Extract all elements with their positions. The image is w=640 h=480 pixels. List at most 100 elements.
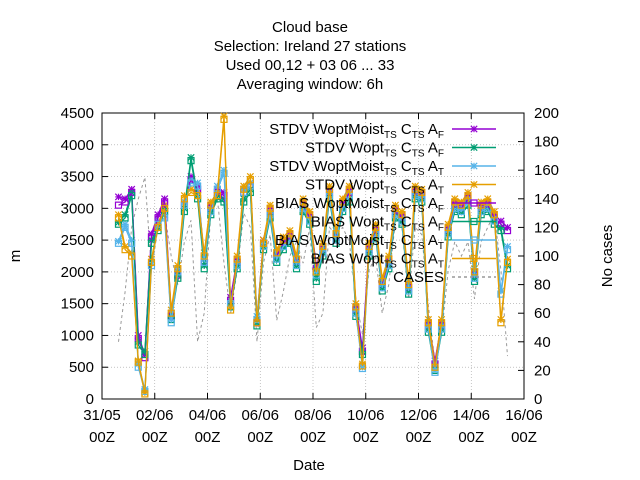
chart-subtitle-averaging: Averaging window: 6h: [237, 76, 383, 93]
data-point: [114, 214, 123, 222]
data-point: [306, 211, 314, 219]
series-7: [114, 115, 512, 398]
x-tick-label: 16/06: [505, 407, 543, 424]
data-point: [200, 252, 208, 260]
x-tick-label: 02/06: [136, 407, 174, 424]
data-point: [365, 242, 373, 251]
y2-tick-label: 20: [534, 362, 551, 379]
legend-label: STDV WoptTS CTS AT: [305, 177, 444, 197]
data-point: [226, 306, 235, 314]
data-point: [134, 341, 142, 349]
x-tick-label: 12/06: [400, 407, 438, 424]
series-8: [118, 177, 508, 364]
data-point: [470, 162, 478, 170]
marker-stroke: [114, 193, 123, 201]
legend-entry: BIAS WoptTS CTS AF: [311, 214, 496, 234]
chart-subtitle-used: Used 00,12 + 03 06 ... 33: [226, 57, 395, 74]
legend-label: STDV WoptTS CTS AF: [305, 140, 444, 160]
x-tick-label-hour: 00Z: [406, 429, 432, 446]
data-point: [431, 368, 439, 376]
legend-label: STDV WoptMoistTS CTS AF: [269, 121, 444, 141]
data-point: [319, 242, 327, 251]
data-point: [147, 258, 156, 266]
data-point: [246, 176, 254, 184]
data-point: [141, 350, 149, 359]
data-point: [398, 211, 406, 219]
y-tick-label: 3000: [61, 200, 94, 217]
data-point: [418, 188, 426, 197]
x-tick-label: 31/05: [83, 407, 121, 424]
x-tick-label-hour: 00Z: [458, 429, 484, 446]
legend-entry: STDV WoptTS CTS AT: [305, 177, 496, 197]
data-point: [457, 201, 465, 209]
data-point: [167, 309, 175, 317]
legend-entry: STDV WoptMoistTS CTS AT: [269, 158, 496, 178]
data-point: [299, 198, 307, 206]
data-point: [286, 230, 294, 238]
data-point: [470, 217, 478, 226]
x-tick-label-hour: 00Z: [511, 429, 537, 446]
data-point: [194, 192, 202, 200]
x-tick-label-hour: 00Z: [89, 429, 115, 446]
data-point: [128, 252, 136, 260]
y2-tick-label: 100: [534, 248, 559, 265]
data-point: [358, 362, 367, 370]
data-point: [128, 192, 136, 200]
marker-stroke: [470, 180, 478, 189]
y-tick-label: 1500: [61, 296, 94, 313]
legend-label: BIAS WoptMoistTS CTS AF: [275, 195, 444, 215]
legend-entry: STDV WoptMoistTS CTS AF: [269, 121, 496, 141]
data-point: [114, 193, 123, 201]
y-tick-label: 3500: [61, 169, 94, 186]
legend-entry: CASES: [393, 269, 496, 286]
legend-label: STDV WoptMoistTS CTS AT: [269, 158, 444, 178]
data-point: [220, 169, 228, 177]
marker-stroke: [470, 162, 478, 170]
y-axis-label: m: [7, 250, 24, 263]
data-point: [259, 239, 268, 247]
data-point: [385, 255, 393, 263]
data-point: [233, 255, 241, 263]
data-point: [167, 319, 175, 327]
data-point: [180, 195, 189, 203]
x-tick-label: 10/06: [347, 407, 385, 424]
data-point: [470, 180, 478, 189]
marker-stroke: [470, 125, 478, 133]
data-point: [345, 185, 353, 193]
y-tick-label: 2000: [61, 264, 94, 281]
x-tick-label: 14/06: [452, 407, 490, 424]
data-point: [266, 204, 274, 212]
data-point: [273, 249, 281, 257]
data-point: [424, 319, 432, 327]
y2-tick-label: 0: [534, 391, 542, 408]
data-point: [194, 182, 202, 190]
data-point: [332, 230, 340, 238]
data-point: [325, 185, 334, 193]
marker-stroke: [114, 218, 123, 226]
y-tick-label: 2500: [61, 232, 94, 249]
y2-tick-label: 200: [534, 105, 559, 122]
x-tick-label-hour: 00Z: [353, 429, 379, 446]
y2-tick-label: 80: [534, 277, 551, 294]
y2-tick-label: 140: [534, 191, 559, 208]
x-tick-label-hour: 00Z: [142, 429, 168, 446]
y2-tick-label: 40: [534, 334, 551, 351]
data-point: [470, 143, 478, 152]
legend-label: BIAS WoptTS CTS AF: [311, 214, 444, 234]
data-point: [154, 223, 162, 231]
data-point: [391, 204, 400, 212]
data-point: [312, 268, 320, 276]
data-point: [372, 223, 380, 231]
legend-entry: STDV WoptTS CTS AF: [305, 140, 496, 160]
y2-tick-label: 60: [534, 305, 551, 322]
y-tick-label: 0: [86, 391, 94, 408]
x-tick-label-hour: 00Z: [195, 429, 221, 446]
axes: 0 500 1000 1500 2000 2500 3000 3500 4000 4500 0 20 4…: [61, 105, 559, 446]
data-point: [470, 254, 478, 263]
data-point: [240, 185, 248, 193]
data-point: [339, 198, 347, 206]
series-line: [117, 119, 509, 395]
data-point: [503, 258, 512, 266]
chart-title: Cloud base: [272, 19, 348, 36]
data-point: [352, 303, 360, 311]
